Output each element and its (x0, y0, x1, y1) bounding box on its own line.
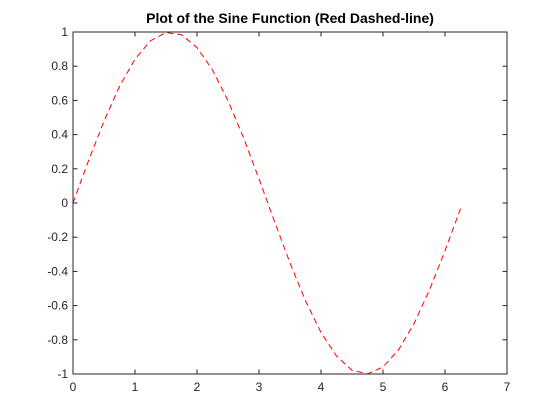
y-tick-label: 1 (61, 25, 68, 39)
x-tick-label: 7 (504, 380, 511, 394)
x-tick-label: 6 (442, 380, 449, 394)
x-tick-label: 3 (256, 380, 263, 394)
y-tick-label: -0.2 (47, 230, 68, 244)
x-tick-label: 2 (194, 380, 201, 394)
y-tick-label: 0.6 (51, 93, 68, 107)
series-layer (72, 31, 461, 375)
y-tick-label: 0.2 (51, 162, 68, 176)
x-tick-label: 0 (70, 380, 77, 394)
y-tick-label: 0 (61, 196, 68, 210)
axes-layer: 0 1 2 3 4 5 6 7 -1 -0.8 -0.6 -0.4 -0.2 0 0.2 0.4 0.6 0.8 1 (47, 25, 510, 394)
x-tick-label: 1 (132, 380, 139, 394)
x-tick-label: 4 (318, 380, 325, 394)
y-tick-label: -0.6 (47, 299, 68, 313)
y-tick-label: 0.8 (51, 59, 68, 73)
sine-series-line (72, 31, 461, 375)
y-tick-label: -0.4 (47, 264, 68, 278)
x-tick-label: 5 (380, 380, 387, 394)
chart-title: Plot of the Sine Function (Red Dashed-li… (146, 10, 434, 26)
y-tick-label: -1 (57, 367, 68, 381)
y-tick-label: 0.4 (51, 128, 68, 142)
y-tick-label: -0.8 (47, 333, 68, 347)
plot-area (73, 32, 507, 374)
